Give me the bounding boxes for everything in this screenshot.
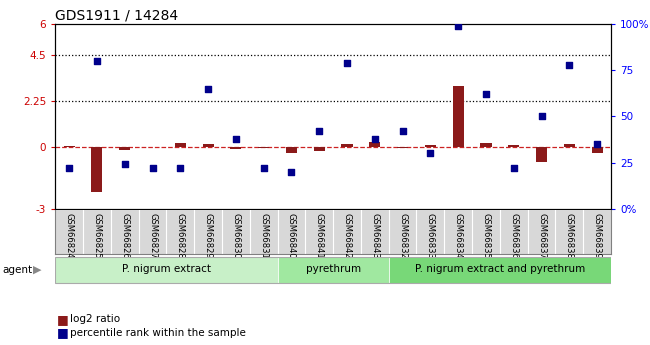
Bar [369, 142, 380, 147]
Point [453, 23, 463, 29]
Text: ▶: ▶ [32, 265, 41, 275]
Text: GSM66830: GSM66830 [231, 213, 240, 258]
Bar [480, 143, 491, 147]
Point [481, 91, 491, 97]
Bar [286, 147, 297, 153]
Bar [397, 147, 408, 148]
Point [508, 165, 519, 171]
Bar [314, 147, 325, 151]
Text: GSM66834: GSM66834 [454, 213, 463, 258]
Bar [278, 257, 389, 283]
Text: GSM66828: GSM66828 [176, 213, 185, 258]
Text: agent: agent [2, 265, 32, 275]
Text: GSM66832: GSM66832 [398, 213, 407, 258]
Bar [425, 145, 436, 147]
Text: GSM66829: GSM66829 [203, 213, 213, 258]
Text: ■: ■ [57, 313, 68, 326]
Text: GSM66827: GSM66827 [148, 213, 157, 258]
Bar [92, 147, 103, 192]
Point [259, 165, 269, 171]
Bar [175, 143, 186, 147]
Text: GSM66843: GSM66843 [370, 213, 380, 258]
Text: GSM66836: GSM66836 [509, 213, 518, 258]
Text: pyrethrum: pyrethrum [306, 264, 361, 274]
Point [64, 165, 74, 171]
Text: ■: ■ [57, 326, 68, 339]
Bar [203, 144, 214, 147]
Text: GSM66841: GSM66841 [315, 213, 324, 258]
Text: GSM66833: GSM66833 [426, 213, 435, 258]
Bar [258, 147, 269, 148]
Text: GSM66839: GSM66839 [593, 213, 602, 258]
Point [120, 162, 130, 167]
Point [536, 114, 547, 119]
Bar [341, 144, 352, 147]
Text: GDS1911 / 14284: GDS1911 / 14284 [55, 9, 178, 23]
Point [92, 58, 102, 64]
Bar [55, 257, 278, 283]
Text: GSM66840: GSM66840 [287, 213, 296, 258]
Text: GSM66835: GSM66835 [482, 213, 491, 258]
Point [342, 60, 352, 66]
Bar [119, 147, 130, 150]
Point [370, 136, 380, 141]
Point [175, 165, 185, 171]
Point [286, 169, 296, 175]
Text: GSM66831: GSM66831 [259, 213, 268, 258]
Point [314, 128, 324, 134]
Text: GSM66838: GSM66838 [565, 213, 574, 258]
Point [231, 136, 241, 141]
Bar [389, 257, 611, 283]
Text: GSM66837: GSM66837 [537, 213, 546, 258]
Text: GSM66825: GSM66825 [92, 213, 101, 258]
Text: percentile rank within the sample: percentile rank within the sample [70, 328, 246, 338]
Bar [64, 146, 75, 147]
Bar [452, 86, 463, 147]
Point [397, 128, 408, 134]
Point [425, 150, 436, 156]
Bar [536, 147, 547, 161]
Text: GSM66824: GSM66824 [64, 213, 73, 258]
Text: P. nigrum extract: P. nigrum extract [122, 264, 211, 274]
Text: P. nigrum extract and pyrethrum: P. nigrum extract and pyrethrum [415, 264, 585, 274]
Text: log2 ratio: log2 ratio [70, 314, 120, 324]
Text: GSM66842: GSM66842 [343, 213, 352, 258]
Point [203, 86, 213, 91]
Bar [564, 144, 575, 147]
Bar [508, 145, 519, 147]
Bar [592, 147, 603, 153]
Bar [230, 147, 241, 149]
Point [148, 165, 158, 171]
Point [592, 141, 603, 147]
Text: GSM66826: GSM66826 [120, 213, 129, 258]
Point [564, 62, 575, 68]
